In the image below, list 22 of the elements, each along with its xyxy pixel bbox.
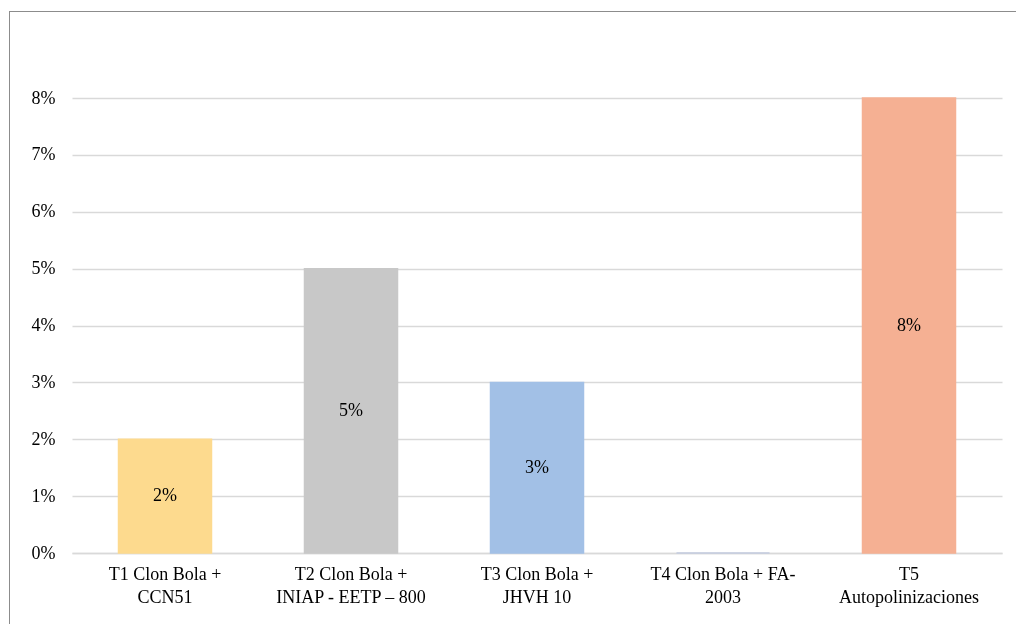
- data-label: 8%: [897, 314, 921, 335]
- y-tick-label: 3%: [31, 371, 56, 392]
- bar: [117, 438, 213, 554]
- data-label: 2%: [153, 485, 177, 506]
- x-tick-label: T5 Autopolinizaciones: [839, 563, 979, 607]
- y-tick-label: 1%: [31, 485, 56, 506]
- y-tick-label: 0%: [31, 542, 56, 563]
- x-tick-label: T3 Clon Bola + JHVH 10: [480, 563, 594, 607]
- y-tick-label: 6%: [31, 201, 56, 222]
- bar: [861, 97, 957, 554]
- x-tick-label: T2 Clon Bola + INIAP - EETP – 800: [276, 563, 426, 607]
- data-label: 5%: [339, 399, 363, 420]
- y-tick-label: 2%: [31, 428, 56, 449]
- y-tick-label: 4%: [31, 315, 56, 335]
- data-label: 3%: [525, 456, 549, 477]
- y-tick-label: 7%: [31, 144, 56, 165]
- y-tick-label: 5%: [31, 258, 56, 279]
- y-tick-label: 8%: [31, 87, 56, 108]
- x-tick-label: T1 Clon Bola + CCN51: [108, 563, 222, 607]
- bar: [303, 267, 399, 554]
- bar: [489, 381, 585, 554]
- x-tick-label: T4 Clon Bola + FA-2003: [650, 563, 796, 607]
